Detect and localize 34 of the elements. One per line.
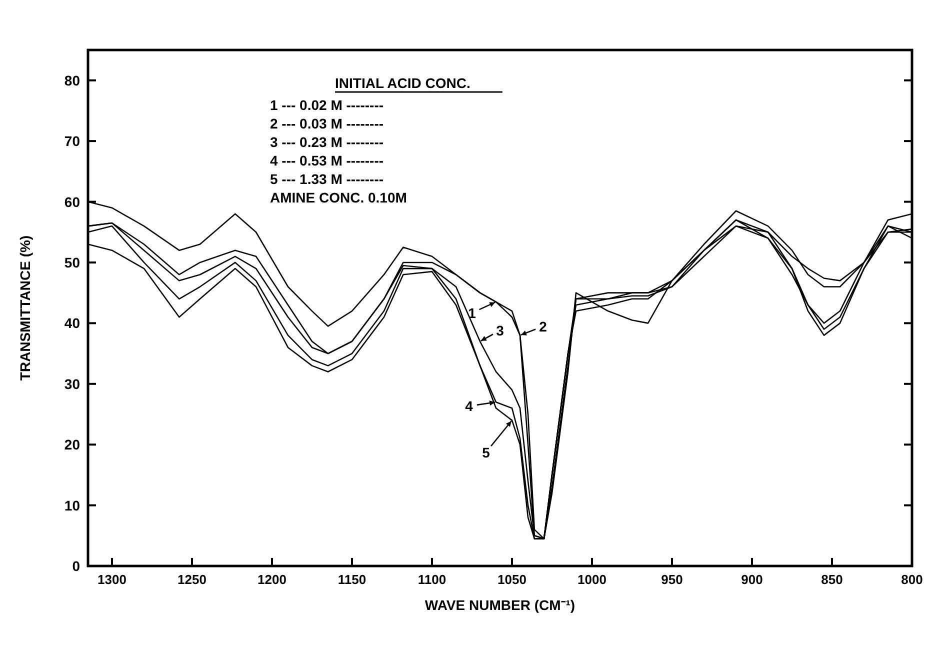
x-tick-label: 1050 bbox=[498, 572, 526, 587]
y-tick-label: 10 bbox=[64, 497, 80, 514]
y-tick-label: 0 bbox=[72, 558, 80, 574]
y-axis-title: TRANSMITTANCE (%) bbox=[17, 235, 33, 381]
x-tick-label: 1000 bbox=[578, 572, 606, 587]
x-axis-title: WAVE NUMBER (CM⁻¹) bbox=[424, 597, 576, 613]
annotation: AMINE CONC. 0.10M bbox=[270, 190, 407, 206]
annotation: 5 --- 1.33 M -------- bbox=[270, 171, 384, 187]
x-tick-label: 1250 bbox=[178, 572, 206, 587]
y-tick-label: 40 bbox=[64, 315, 80, 332]
x-tick-label: 1300 bbox=[98, 572, 126, 587]
x-tick-label: 950 bbox=[661, 572, 683, 587]
annotation: 4 --- 0.53 M -------- bbox=[270, 152, 384, 168]
x-tick-label: 850 bbox=[821, 572, 843, 587]
x-tick-label: 1150 bbox=[338, 572, 366, 587]
x-tick-label: 900 bbox=[741, 572, 763, 587]
y-tick-label: 20 bbox=[64, 436, 80, 453]
y-tick-label: 30 bbox=[64, 376, 80, 392]
legend-label: 3 bbox=[496, 322, 504, 338]
y-tick-label: 50 bbox=[64, 254, 80, 270]
x-tick-label: 800 bbox=[901, 572, 923, 587]
text: 5 bbox=[482, 444, 490, 460]
legend-title: INITIAL ACID CONC. bbox=[335, 75, 470, 91]
series-label: 2 bbox=[539, 318, 548, 334]
legend-label: 4 bbox=[465, 398, 474, 414]
y-tick-label: 70 bbox=[64, 133, 80, 150]
y-tick-label: 80 bbox=[64, 72, 80, 88]
annotation: 2 --- 0.03 M -------- bbox=[270, 116, 384, 132]
x-tick-label: 1200 bbox=[258, 572, 286, 587]
legend-label: 1 bbox=[468, 304, 476, 321]
annotation: 1 --- 0.02 M -------- bbox=[270, 97, 384, 113]
annotation: 3 --- 0.23 M -------- bbox=[270, 134, 384, 150]
x-tick-label: 1100 bbox=[418, 572, 446, 587]
y-tick-label: 60 bbox=[64, 194, 80, 210]
